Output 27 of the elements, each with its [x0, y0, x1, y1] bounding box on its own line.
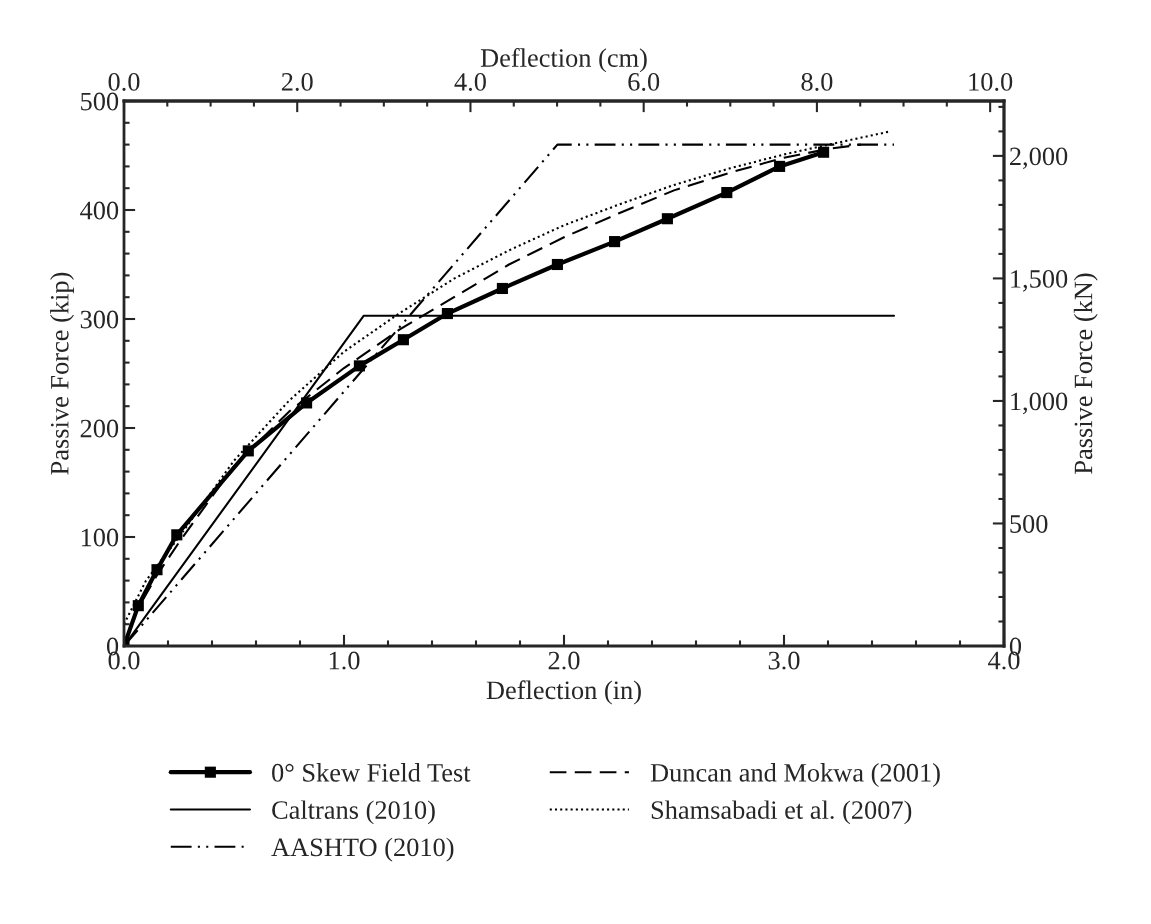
y-tick-label: 400 [80, 201, 119, 220]
y-tick-label: 300 [80, 310, 119, 329]
x-tick-label: 3.0 [768, 651, 800, 670]
legend-label: AASHTO (2010) [271, 837, 454, 862]
x2-tick-label: 10.0 [969, 72, 1013, 91]
x2-tick-label: 0.0 [108, 72, 140, 91]
x-axis-title: Deflection (in) [486, 680, 641, 705]
y2-axis-title: Passive Force (kN) [1073, 273, 1098, 474]
legend-label: Duncan and Mokwa (2001) [650, 763, 940, 788]
x2-tick-label: 6.0 [628, 72, 660, 91]
y-tick-label: 500 [81, 92, 119, 111]
x2-tick-label: 8.0 [801, 72, 833, 91]
legend-label: Shamsabadi et al. (2007) [651, 800, 912, 825]
x-tick-label: 2.0 [548, 651, 580, 670]
legend-label: 0° Skew Field Test [272, 763, 471, 782]
y2-tick-label: 2,000 [1010, 147, 1068, 170]
y-tick-label: 200 [80, 419, 119, 438]
legend-label: Caltrans (2010) [272, 800, 435, 825]
y2-tick-label: 1,500 [1011, 270, 1068, 292]
x2-axis-title: Deflection (cm) [480, 48, 647, 73]
x-tick-label: 1.0 [329, 651, 360, 670]
x2-tick-label: 2.0 [281, 72, 313, 91]
y-axis-title: Passive Force (kip) [50, 272, 74, 475]
y2-tick-label: 500 [1010, 515, 1048, 533]
y2-tick-label: 1,000 [1011, 392, 1068, 415]
x2-tick-label: 4.0 [454, 72, 486, 91]
y-tick-label: 100 [81, 528, 119, 547]
